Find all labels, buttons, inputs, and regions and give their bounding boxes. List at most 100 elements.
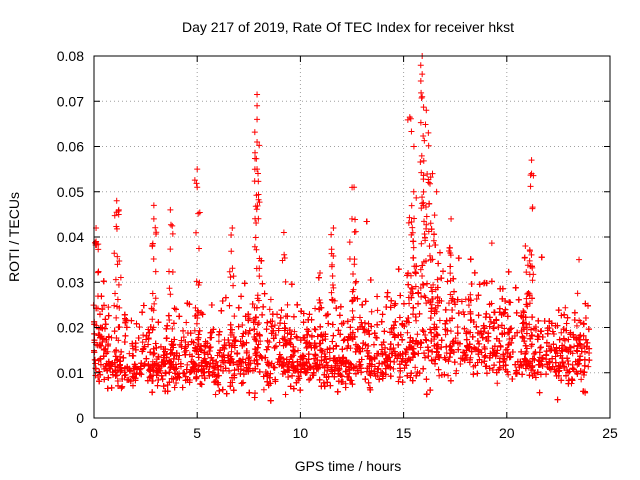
data-point (534, 369, 541, 376)
data-point (583, 343, 590, 350)
data-point (201, 375, 208, 382)
data-point (422, 336, 429, 343)
data-point (339, 355, 346, 362)
data-point (170, 341, 177, 348)
data-point (112, 373, 119, 380)
data-point (246, 327, 253, 334)
data-point (526, 372, 533, 379)
data-point (431, 342, 438, 349)
data-point (217, 363, 224, 370)
data-point (582, 336, 589, 343)
data-point (146, 374, 153, 381)
data-point (434, 341, 441, 348)
data-point (180, 369, 187, 376)
data-point (163, 325, 170, 332)
data-point (119, 383, 126, 390)
data-point (576, 357, 583, 364)
data-point (529, 331, 536, 338)
data-point (102, 321, 109, 328)
data-point (403, 362, 410, 369)
data-point (449, 315, 456, 322)
data-point (496, 355, 503, 362)
data-point (360, 326, 367, 333)
data-point (420, 365, 427, 372)
data-point (371, 368, 378, 375)
data-point (181, 370, 188, 377)
data-point (434, 332, 441, 339)
data-point (552, 359, 559, 366)
data-point (446, 244, 453, 251)
data-point (346, 367, 353, 374)
data-point (392, 318, 399, 325)
data-point (537, 371, 544, 378)
data-point (243, 367, 250, 374)
data-point (129, 382, 136, 389)
data-point (344, 373, 351, 380)
data-point (365, 342, 372, 349)
data-point (436, 354, 443, 361)
data-point (391, 358, 398, 365)
data-point (170, 355, 177, 362)
data-point (367, 277, 374, 284)
data-point (317, 332, 324, 339)
data-point (422, 354, 429, 361)
data-point (172, 361, 179, 368)
data-point (381, 349, 388, 356)
data-point (176, 370, 183, 377)
data-point (317, 340, 324, 347)
data-point (573, 347, 580, 354)
data-point (535, 317, 542, 324)
data-point (230, 387, 237, 394)
data-point (145, 334, 152, 341)
data-point (558, 377, 565, 384)
data-point (276, 351, 283, 358)
data-point (374, 293, 381, 300)
data-point (214, 352, 221, 359)
data-point (438, 275, 445, 282)
data-point (101, 302, 108, 309)
data-point (475, 292, 482, 299)
data-point (277, 320, 284, 327)
data-point (140, 346, 147, 353)
data-point (264, 378, 271, 385)
data-point (135, 335, 142, 342)
data-point (216, 328, 223, 335)
data-point (221, 345, 228, 352)
data-point (155, 353, 162, 360)
data-point (99, 339, 106, 346)
data-point (290, 364, 297, 371)
data-point (504, 350, 511, 357)
data-point (506, 335, 513, 342)
data-point (262, 354, 269, 361)
data-point (278, 307, 285, 314)
data-point (454, 324, 461, 331)
data-point (252, 390, 259, 397)
data-point (449, 306, 456, 313)
data-point (104, 342, 111, 349)
data-point (113, 372, 120, 379)
data-point (495, 324, 502, 331)
data-point (390, 365, 397, 372)
data-point (137, 363, 144, 370)
data-point (182, 351, 189, 358)
data-point (318, 304, 325, 311)
data-point (203, 363, 210, 370)
data-point (320, 379, 327, 386)
data-point (539, 363, 546, 370)
data-point (358, 356, 365, 363)
data-point (312, 326, 319, 333)
data-point (471, 269, 478, 276)
data-point (286, 367, 293, 374)
data-point (163, 335, 170, 342)
data-point (501, 330, 508, 337)
data-point (294, 368, 301, 375)
data-point (304, 338, 311, 345)
data-point (561, 311, 568, 318)
data-point (539, 355, 546, 362)
data-point (243, 339, 250, 346)
data-point (226, 367, 233, 374)
data-point (159, 376, 166, 383)
data-point (105, 304, 112, 311)
data-point (465, 302, 472, 309)
data-point (284, 363, 291, 370)
